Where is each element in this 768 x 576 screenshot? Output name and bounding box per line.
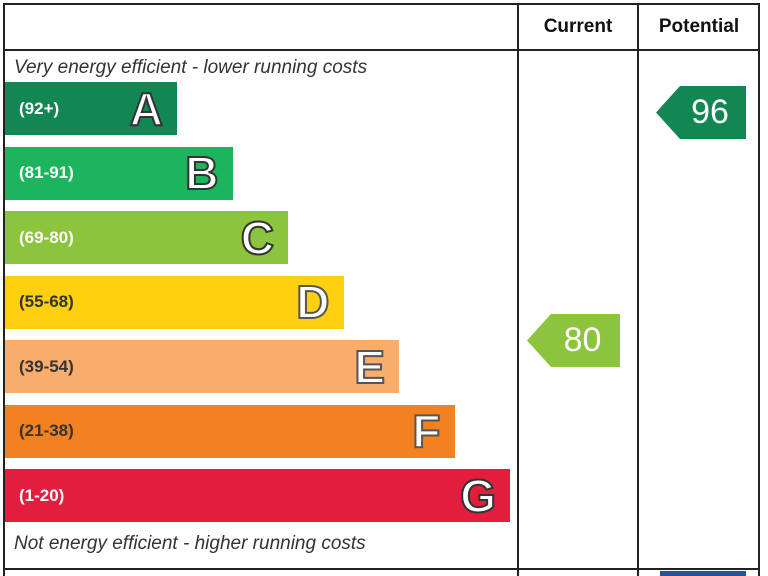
band-range-label: (81-91) xyxy=(19,163,74,182)
band-letter: D xyxy=(295,276,330,328)
potential-column-header: Potential xyxy=(658,16,740,37)
band-e: (39-54) E xyxy=(5,340,399,393)
header-divider xyxy=(3,49,760,51)
band-range-label: (39-54) xyxy=(19,356,74,376)
top-caption: Very energy efficient - lower running co… xyxy=(14,57,368,78)
band-letter: G xyxy=(459,469,497,522)
band-range-label: (55-68) xyxy=(19,292,74,311)
bottom-caption: Not energy efficient - higher running co… xyxy=(14,533,366,554)
potential-rating-value: 96 xyxy=(691,93,729,131)
band-a: (92+) A xyxy=(5,82,177,135)
divider-current xyxy=(517,3,519,576)
current-rating-value: 80 xyxy=(563,321,602,359)
divider-potential xyxy=(637,3,639,576)
band-letter: C xyxy=(240,211,275,264)
band-letter: A xyxy=(129,82,164,135)
band-range-label: (69-80) xyxy=(19,227,74,247)
band-d: (55-68) D xyxy=(5,275,344,329)
band-letter: B xyxy=(184,147,219,199)
band-range-label: (1-20) xyxy=(19,485,65,505)
footer-strip xyxy=(3,568,760,576)
eu-flag-logo xyxy=(660,571,746,576)
band-g: (1-20) G xyxy=(5,469,510,522)
band-range-label: (21-38) xyxy=(19,421,74,440)
band-f: (21-38) F xyxy=(5,404,455,458)
band-b: (81-91) B xyxy=(5,146,233,200)
chart-frame xyxy=(3,3,760,576)
current-column-header: Current xyxy=(543,16,613,37)
band-range-label: (92+) xyxy=(19,98,60,118)
current-rating-arrow: 80 xyxy=(527,314,620,367)
band-letter: F xyxy=(411,405,441,457)
band-c: (69-80) C xyxy=(5,211,288,264)
band-letter: E xyxy=(353,340,386,393)
